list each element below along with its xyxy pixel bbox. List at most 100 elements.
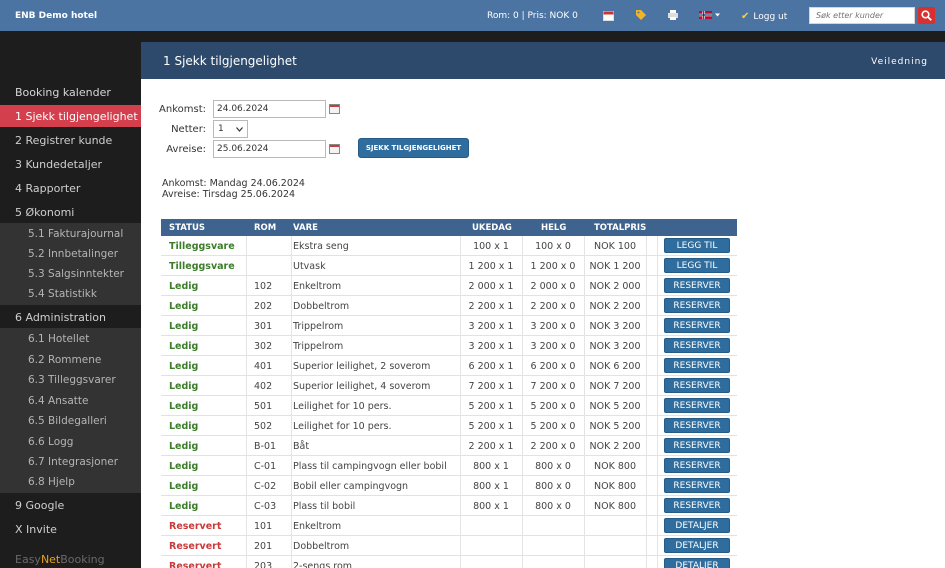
row-action-button[interactable]: RESERVER (664, 358, 730, 373)
language-flag-icon[interactable] (699, 9, 721, 21)
hotel-name[interactable]: ENB Demo hotel (15, 11, 98, 21)
sidebar-sub-extras[interactable]: 6.3 Tilleggsvarer (28, 374, 116, 386)
cell-divider (291, 516, 292, 536)
cell-room: 302 (254, 340, 273, 352)
row-action-button[interactable]: RESERVER (664, 498, 730, 513)
sidebar-sub-employees[interactable]: 6.4 Ansatte (28, 395, 89, 407)
table-row: Reservert 201 Dobbeltrom DETALJER (161, 536, 737, 556)
arrival-calendar-icon[interactable] (329, 104, 340, 114)
cell-weekend (522, 556, 584, 568)
nights-select[interactable]: 1 (213, 120, 248, 138)
chevron-down-icon (236, 126, 243, 132)
page-title: 1 Sjekk tilgjengelighet (163, 54, 297, 68)
table-row: Reservert 203 2-sengs rom DETALJER (161, 556, 737, 568)
table-row: Ledig B-01 Båt 2 200 x 1 2 200 x 0 NOK 2 200 R… (161, 436, 737, 456)
cell-total: NOK 2 200 (589, 300, 641, 312)
cell-total (584, 556, 646, 568)
row-action-button[interactable]: RESERVER (664, 418, 730, 433)
cell-divider (657, 376, 658, 396)
cell-status: Reservert (169, 560, 222, 568)
cell-weekend: 2 200 x 0 (530, 300, 576, 312)
sidebar-sub-rooms[interactable]: 6.2 Rommene (28, 354, 102, 366)
sidebar-item-invite[interactable]: X Invite (15, 522, 57, 536)
table-row: Ledig C-01 Plass til campingvogn eller bob… (161, 456, 737, 476)
sidebar-sub-hotel[interactable]: 6.1 Hotellet (28, 333, 90, 345)
sidebar-item-customer-details[interactable]: 3 Kundedetaljer (15, 157, 103, 171)
row-action-button[interactable]: RESERVER (664, 458, 730, 473)
row-action-button[interactable]: RESERVER (664, 318, 730, 333)
cell-divider (646, 416, 647, 436)
sidebar-item-register-customer[interactable]: 2 Registrer kunde (15, 133, 113, 147)
cell-room: 201 (254, 540, 273, 552)
sidebar-sub-integrations[interactable]: 6.7 Integrasjoner (28, 456, 119, 468)
search-button[interactable] (918, 7, 935, 24)
sidebar-sub-log[interactable]: 6.6 Logg (28, 436, 74, 448)
sidebar-sub-sales-income[interactable]: 5.3 Salgsinntekter (28, 268, 124, 280)
sidebar-item-administration[interactable]: 6 Administration (15, 310, 106, 324)
header-item: VARE (293, 223, 318, 233)
cell-total: NOK 7 200 (589, 380, 641, 392)
arrival-date-input[interactable] (213, 100, 326, 118)
row-action-button[interactable]: RESERVER (664, 398, 730, 413)
sidebar-item-check-availability[interactable]: 1 Sjekk tilgjengelighet (0, 105, 141, 127)
cell-divider (460, 296, 461, 316)
row-action-button[interactable]: RESERVER (664, 338, 730, 353)
cell-status: Ledig (169, 440, 199, 452)
cell-divider (460, 456, 461, 476)
row-action-button[interactable]: RESERVER (664, 378, 730, 393)
departure-label: Avreise: (166, 144, 206, 155)
sidebar-item-economy[interactable]: 5 Økonomi (15, 205, 75, 219)
cell-status: Ledig (169, 420, 199, 432)
customer-search-input[interactable] (809, 7, 915, 24)
sidebar-sub-help[interactable]: 6.8 Hjelp (28, 476, 75, 488)
logout-link[interactable]: ✔ Logg ut (741, 11, 787, 22)
cell-status: Ledig (169, 320, 199, 332)
cell-item: Trippelrom (293, 320, 344, 332)
stay-summary: Ankomst: Mandag 24.06.2024 Avreise: Tirs… (162, 178, 305, 200)
guide-link[interactable]: Veiledning (871, 57, 928, 67)
sidebar-sub-statistics[interactable]: 5.4 Statistikk (28, 288, 97, 300)
row-action-button[interactable]: LEGG TIL (664, 258, 730, 273)
row-action-button[interactable]: LEGG TIL (664, 238, 730, 253)
table-row: Tilleggsvare Ekstra seng 100 x 1 100 x 0 NOK… (161, 236, 737, 256)
table-row: Ledig 301 Trippelrom 3 200 x 1 3 200 x 0 NOK … (161, 316, 737, 336)
cell-divider (291, 476, 292, 496)
top-bar: ENB Demo hotel Rom: 0 | Pris: NOK 0 ✔ Lo… (0, 0, 945, 31)
row-action-button[interactable]: RESERVER (664, 298, 730, 313)
cell-weekend: 2 200 x 0 (530, 440, 576, 452)
sidebar-item-booking-calendar[interactable]: Booking kalender (15, 85, 111, 99)
cell-divider (657, 396, 658, 416)
cell-divider (246, 516, 247, 536)
sidebar-sub-payments[interactable]: 5.2 Innbetalinger (28, 248, 119, 260)
row-action-button[interactable]: DETALJER (664, 538, 730, 553)
cell-item: Bobil eller campingvogn (293, 480, 409, 492)
header-total: TOTALPRIS (594, 223, 647, 233)
sidebar-sub-invoice-journal[interactable]: 5.1 Fakturajournal (28, 228, 124, 240)
row-action-button[interactable]: DETALJER (664, 518, 730, 533)
table-row: Ledig 102 Enkeltrom 2 000 x 1 2 000 x 0 NOK 2… (161, 276, 737, 296)
arrival-label: Ankomst: (159, 104, 206, 115)
sidebar-item-reports[interactable]: 4 Rapporter (15, 181, 81, 195)
cell-divider (646, 276, 647, 296)
cell-room: 301 (254, 320, 273, 332)
cell-divider (246, 556, 247, 568)
table-row: Ledig 402 Superior leilighet, 4 soverom 7 2… (161, 376, 737, 396)
check-availability-button[interactable]: SJEKK TILGJENGELIGHET (358, 138, 469, 158)
tag-icon[interactable] (635, 9, 647, 21)
departure-calendar-icon[interactable] (329, 144, 340, 154)
sidebar-sub-gallery[interactable]: 6.5 Bildegalleri (28, 415, 107, 427)
cell-divider (460, 336, 461, 356)
row-action-button[interactable]: DETALJER (664, 558, 730, 568)
sidebar-item-google[interactable]: 9 Google (15, 498, 65, 512)
row-action-button[interactable]: RESERVER (664, 478, 730, 493)
cell-divider (657, 456, 658, 476)
cell-divider (646, 316, 647, 336)
departure-date-input[interactable] (213, 140, 326, 158)
calendar-icon[interactable] (602, 9, 614, 21)
cell-weekday: 3 200 x 1 (468, 340, 514, 352)
printer-icon[interactable] (667, 9, 679, 21)
cell-divider (291, 236, 292, 256)
row-action-button[interactable]: RESERVER (664, 278, 730, 293)
row-action-button[interactable]: RESERVER (664, 438, 730, 453)
cell-divider (646, 256, 647, 276)
